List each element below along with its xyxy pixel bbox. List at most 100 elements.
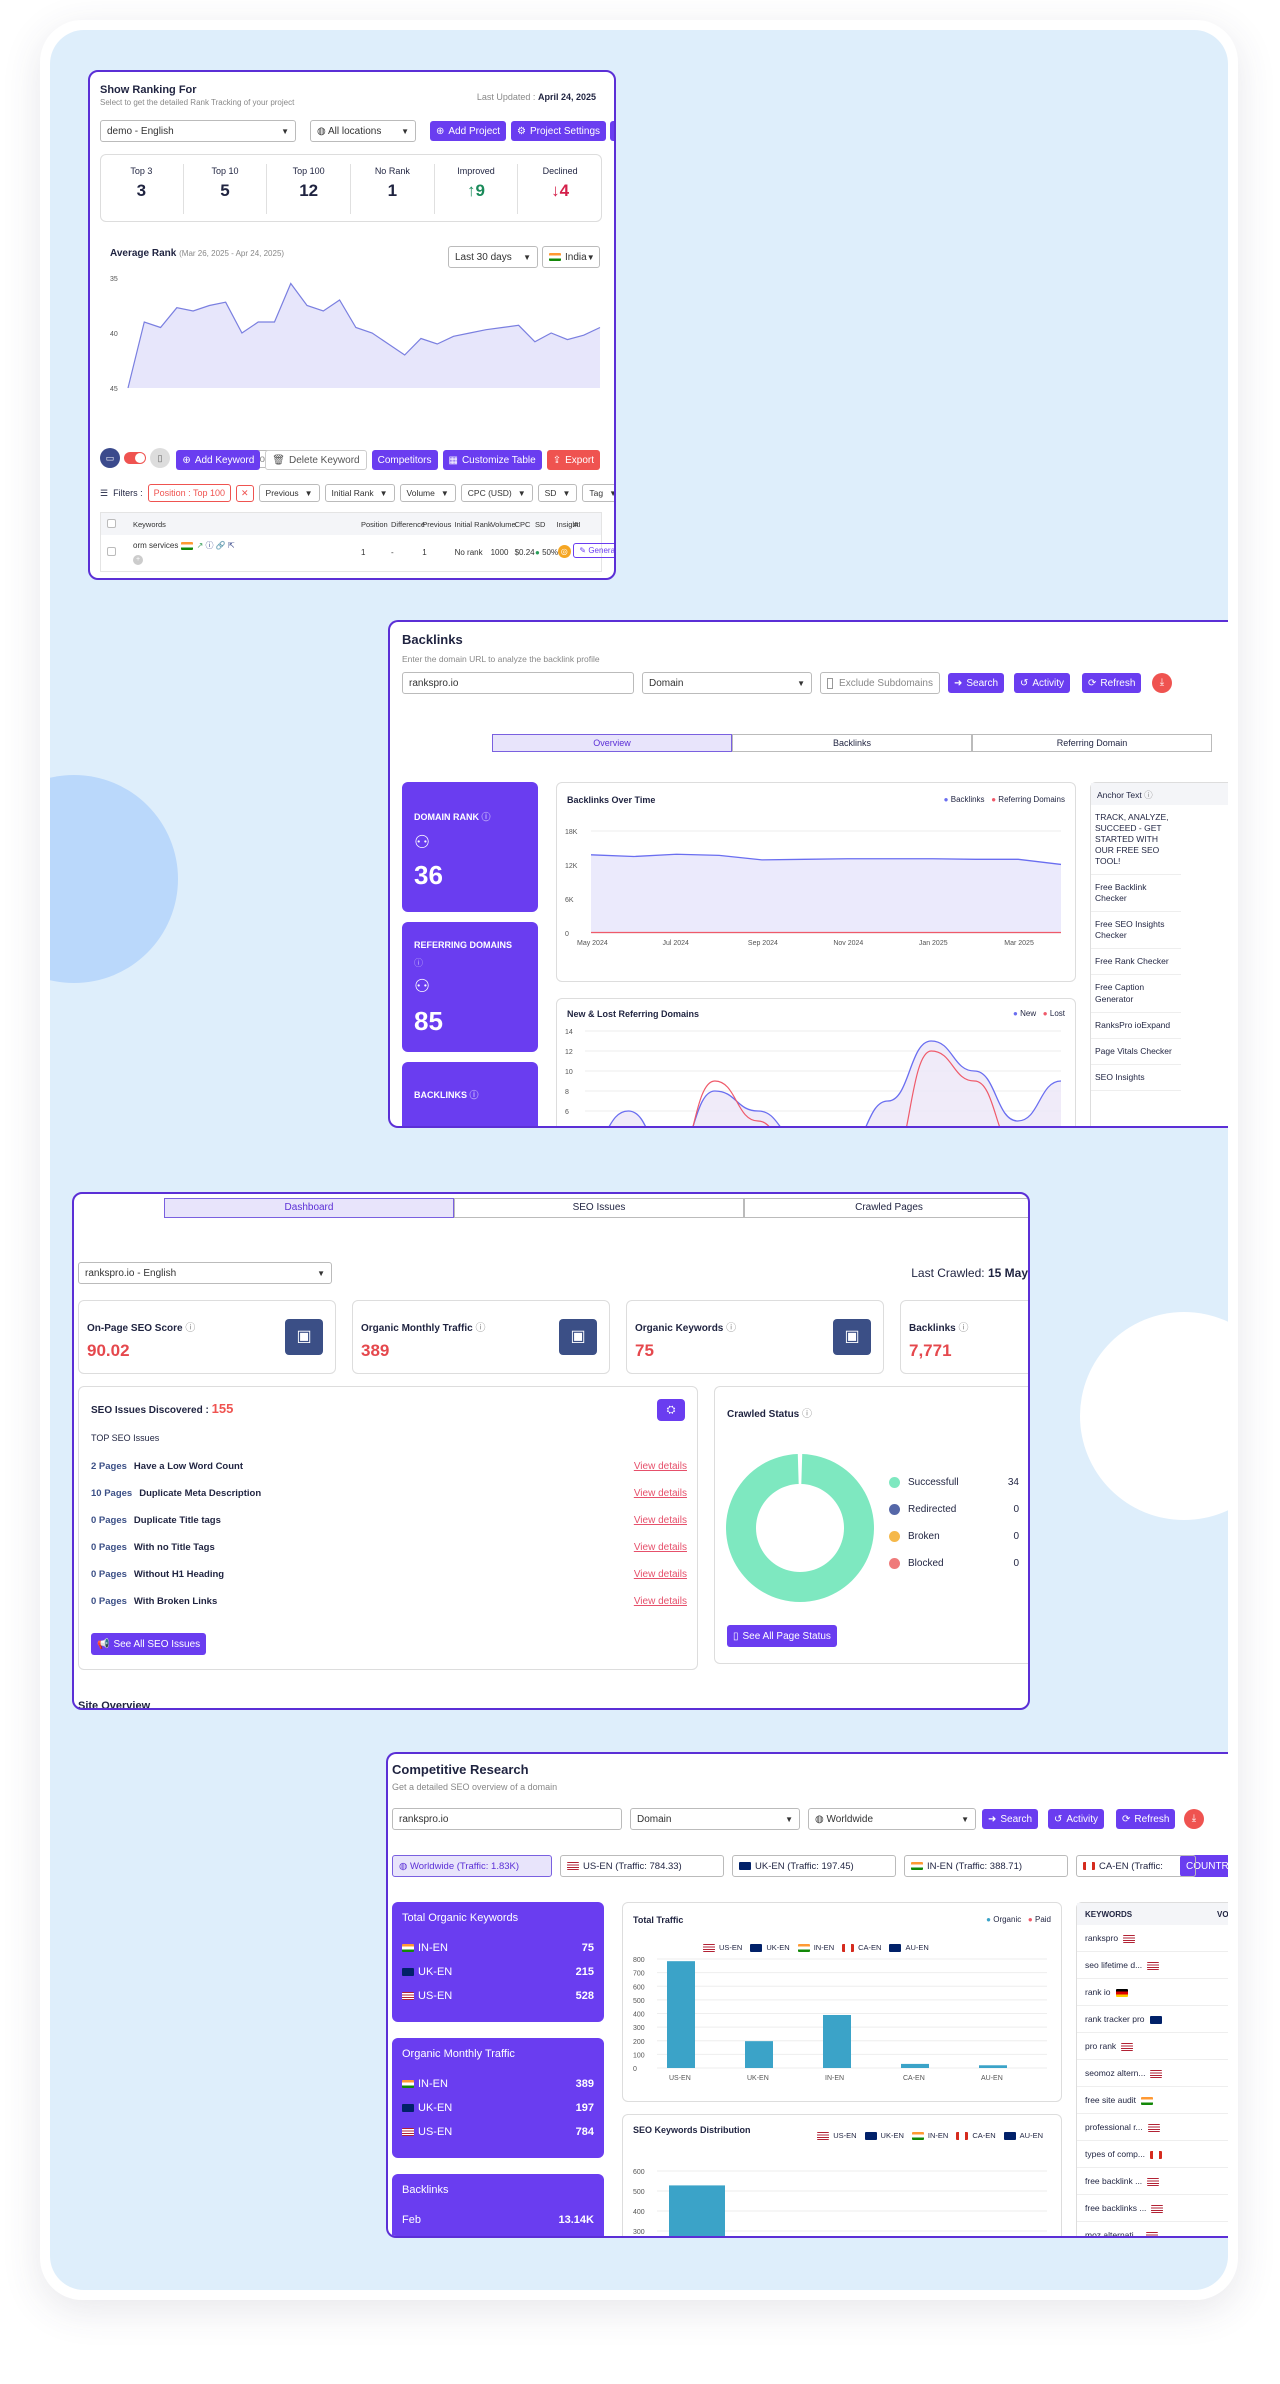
anchor-item[interactable]: Free SEO Insights Checker (1091, 912, 1181, 950)
add-project-button[interactable]: ⊕ Add Project (430, 121, 507, 141)
domain-type-select[interactable]: Domain ▼ (642, 672, 812, 694)
column-header[interactable]: Previous (422, 520, 452, 529)
customize-table-button[interactable]: ▦ Customize Table (442, 450, 542, 470)
exclude-subdomains-checkbox[interactable]: Exclude Subdomains (820, 672, 940, 694)
refresh-button[interactable]: ⟳ Refresh (1082, 673, 1142, 693)
select-all-checkbox[interactable] (107, 519, 116, 528)
domain-input[interactable]: rankspro.io (402, 672, 634, 694)
keyword-row[interactable]: seo lifetime d... (1077, 1952, 1228, 1979)
column-header[interactable]: CPC (514, 520, 531, 529)
keyword-table: Keywords Position Difference Previous Initia… (100, 512, 614, 572)
keyword-row[interactable]: rank io (1077, 1979, 1228, 2006)
filter-chip[interactable]: Position : Top 100 (147, 484, 231, 502)
audit-project-select[interactable]: rankspro.io - English ▼ (78, 1262, 332, 1284)
keyword-row[interactable]: rankspro (1077, 1925, 1228, 1952)
keyword-row[interactable]: free backlink ... (1077, 2168, 1228, 2195)
period-select[interactable]: Last 30 days ▼ (448, 246, 538, 268)
view-details-link[interactable]: View details (633, 1596, 687, 1607)
insight-icon[interactable]: ◎ (557, 545, 571, 558)
anchor-item[interactable]: Free Backlink Checker (1091, 875, 1181, 913)
region-tab-4[interactable]: CA-EN (Traffic: (1076, 1855, 1196, 1877)
column-header[interactable]: AI (573, 520, 581, 529)
keyword-cell[interactable]: orm services ↗ ⓘ 🔗 ⇱ (133, 540, 235, 551)
keyword-row[interactable]: free site audit (1077, 2087, 1228, 2114)
keyword-row[interactable]: moz alternati... (1077, 2222, 1228, 2236)
project-settings-button[interactable]: ⚙ Project Settings (511, 121, 607, 141)
toggle-switch[interactable] (124, 452, 146, 464)
filter-chip-close-icon[interactable]: ✕ (235, 484, 254, 502)
activity-button[interactable]: ↺ Activity (1048, 1809, 1105, 1829)
search-button[interactable]: ➜ Search (948, 673, 1005, 693)
view-details-link[interactable]: View details (633, 1515, 687, 1526)
column-header[interactable]: Initial Rank (454, 520, 492, 529)
column-header[interactable]: Volume (490, 520, 516, 529)
keyword-row[interactable]: rank tracker pro (1077, 2006, 1228, 2033)
filter-select-volume[interactable]: Volume ▼ (399, 484, 456, 502)
project-select[interactable]: demo - English ▼ (100, 120, 296, 142)
tab-backlinks[interactable]: Backlinks (732, 734, 972, 752)
anchor-item[interactable]: Page Vitals Checker (1091, 1039, 1181, 1065)
domain-input[interactable]: rankspro.io (392, 1808, 622, 1830)
row-checkbox[interactable] (107, 547, 116, 556)
location-select[interactable]: ◍ All locations ▼ (310, 120, 416, 142)
anchor-item[interactable]: RanksPro ioExpand (1091, 1013, 1181, 1039)
view-details-link[interactable]: View details (633, 1461, 687, 1472)
keyword-row[interactable]: professional r... (1077, 2114, 1228, 2141)
desktop-view-icon[interactable]: ▭ (100, 448, 120, 468)
tab-crawled-pages[interactable]: Crawled Pages (744, 1198, 1028, 1218)
keyword-row[interactable]: seomoz altern... (1077, 2060, 1228, 2087)
export-button[interactable]: ⇪ Export (546, 450, 600, 470)
view-details-link[interactable]: View details (633, 1569, 687, 1580)
generate-button[interactable]: ✎ Generate (573, 543, 614, 558)
view-details-link[interactable]: View details (633, 1488, 687, 1499)
filter-select-tag[interactable]: Tag ▼ (582, 484, 614, 502)
filter-select-initial-rank[interactable]: Initial Rank ▼ (324, 484, 395, 502)
filter-select-previous[interactable]: Previous ▼ (258, 484, 320, 502)
anchor-item[interactable]: Free Rank Checker (1091, 949, 1181, 976)
column-header[interactable]: Insight (556, 520, 579, 529)
filter-select-sd[interactable]: SD ▼ (537, 484, 578, 502)
region-tab-1[interactable]: US-EN (Traffic: 784.33) (560, 1855, 724, 1877)
region-select[interactable]: ◍ Worldwide ▼ (808, 1808, 976, 1830)
tab-seo-issues[interactable]: SEO Issues (454, 1198, 744, 1218)
guest-link-button[interactable]: ⋖Guest Link (610, 121, 614, 141)
keyword-row[interactable]: free backlinks ... (1077, 2195, 1228, 2222)
anchor-item[interactable]: TRACK, ANALYZE, SUCCEED - GET STARTED WI… (1091, 805, 1181, 876)
add-keyword-button[interactable]: ⊕ Add Keyword (176, 450, 261, 470)
download-icon[interactable]: ⤓ (1184, 1809, 1204, 1829)
anchor-item[interactable]: SEO Insights (1091, 1065, 1181, 1091)
column-header[interactable]: Difference (391, 520, 426, 529)
tab-overview[interactable]: Overview (492, 734, 732, 752)
see-all-issues-button[interactable]: 📢 See All SEO Issues (91, 1633, 207, 1655)
mobile-view-icon[interactable]: ▯ (150, 448, 170, 468)
anchor-item[interactable]: Free Caption Generator (1091, 975, 1181, 1013)
issues-icon-button[interactable]: ⛭ (657, 1399, 685, 1421)
countries-button[interactable]: COUNTR (1180, 1855, 1228, 1877)
competitors-button[interactable]: Competitors (371, 450, 438, 470)
column-header[interactable]: SD (535, 520, 546, 529)
filter-select-cpc-usd-[interactable]: CPC (USD) ▼ (460, 484, 533, 502)
column-header[interactable]: Position (361, 520, 388, 529)
column-header[interactable]: Keywords (133, 520, 166, 529)
keyword-row[interactable]: types of comp... (1077, 2141, 1228, 2168)
region-tab-2[interactable]: UK-EN (Traffic: 197.45) (732, 1855, 896, 1877)
refresh-button[interactable]: ⟳ Refresh (1116, 1809, 1176, 1829)
tab-referring-domain[interactable]: Referring Domain (972, 734, 1212, 752)
see-all-status-button[interactable]: ▯ See All Page Status (727, 1625, 837, 1647)
keyword-row[interactable]: pro rank (1077, 2033, 1228, 2060)
delete-keyword-button[interactable]: 🗑 Delete Keyword (265, 450, 367, 470)
add-tag-icon[interactable]: + (133, 555, 143, 565)
view-details-link[interactable]: View details (633, 1542, 687, 1553)
region-tab-3[interactable]: IN-EN (Traffic: 388.71) (904, 1855, 1068, 1877)
table-row[interactable]: orm services ↗ ⓘ 🔗 ⇱ + 1 - 1 No rank 100… (101, 535, 614, 571)
download-icon[interactable]: ⤓ (1152, 673, 1172, 693)
search-button[interactable]: ➜ Search (982, 1809, 1039, 1829)
add-keyword-label: Add Keyword (194, 454, 255, 466)
domain-type-select[interactable]: Domain ▼ (630, 1808, 800, 1830)
card-row: UK-EN 197 (402, 2102, 594, 2114)
activity-button[interactable]: ↺ Activity (1014, 673, 1071, 693)
region-tab-0[interactable]: ◍ Worldwide (Traffic: 1.83K) (392, 1855, 552, 1877)
flag-icon (842, 1944, 855, 1953)
country-select[interactable]: India ▼ (542, 246, 600, 268)
tab-dashboard[interactable]: Dashboard (164, 1198, 454, 1218)
